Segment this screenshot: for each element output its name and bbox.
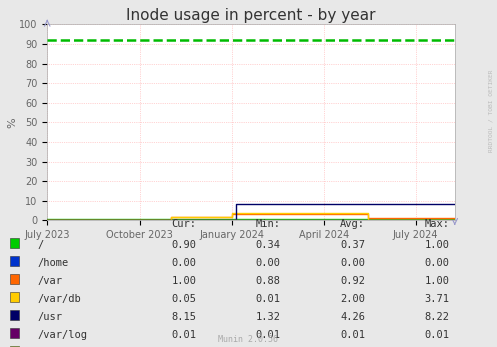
- Text: 4.26: 4.26: [340, 312, 365, 322]
- Text: 0.00: 0.00: [425, 258, 450, 268]
- Text: 0.01: 0.01: [425, 330, 450, 340]
- Text: 8.22: 8.22: [425, 312, 450, 322]
- Text: 0.34: 0.34: [256, 240, 281, 249]
- Text: /usr: /usr: [37, 312, 62, 322]
- Text: Min:: Min:: [256, 219, 281, 229]
- Text: 0.00: 0.00: [171, 258, 196, 268]
- Text: RRDTOOL / TOBI OETIKER: RRDTOOL / TOBI OETIKER: [489, 70, 494, 152]
- Text: 3.71: 3.71: [425, 294, 450, 304]
- Text: 1.00: 1.00: [425, 276, 450, 286]
- Text: 8.15: 8.15: [171, 312, 196, 322]
- Text: 0.01: 0.01: [256, 330, 281, 340]
- Text: 0.92: 0.92: [340, 276, 365, 286]
- Text: 0.90: 0.90: [171, 240, 196, 249]
- Text: 0.01: 0.01: [171, 330, 196, 340]
- Text: 0.37: 0.37: [340, 240, 365, 249]
- Text: /var: /var: [37, 276, 62, 286]
- Text: 2.00: 2.00: [340, 294, 365, 304]
- Text: 0.01: 0.01: [256, 294, 281, 304]
- Text: 1.00: 1.00: [425, 240, 450, 249]
- Text: Munin 2.0.56: Munin 2.0.56: [219, 335, 278, 344]
- Text: 0.00: 0.00: [256, 258, 281, 268]
- Text: /: /: [37, 240, 44, 249]
- Text: 0.00: 0.00: [340, 258, 365, 268]
- Text: Cur:: Cur:: [171, 219, 196, 229]
- Text: 0.05: 0.05: [171, 294, 196, 304]
- Text: /var/db: /var/db: [37, 294, 81, 304]
- Text: Avg:: Avg:: [340, 219, 365, 229]
- Text: 1.32: 1.32: [256, 312, 281, 322]
- Text: Max:: Max:: [425, 219, 450, 229]
- Y-axis label: %: %: [8, 117, 18, 128]
- Title: Inode usage in percent - by year: Inode usage in percent - by year: [126, 8, 376, 23]
- Text: /var/log: /var/log: [37, 330, 87, 340]
- Text: /home: /home: [37, 258, 69, 268]
- Text: 1.00: 1.00: [171, 276, 196, 286]
- Text: 0.88: 0.88: [256, 276, 281, 286]
- Text: 0.01: 0.01: [340, 330, 365, 340]
